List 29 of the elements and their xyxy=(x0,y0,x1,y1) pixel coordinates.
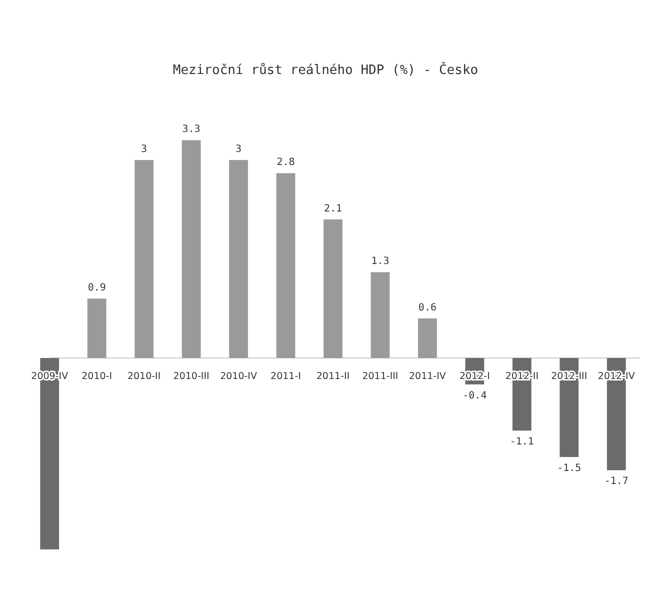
bar xyxy=(87,298,106,358)
x-tick-label: 2010-IV xyxy=(220,371,258,382)
bar xyxy=(229,160,248,358)
data-label: 2.1 xyxy=(324,203,342,214)
data-label: -1.1 xyxy=(510,436,534,448)
bar xyxy=(276,173,296,358)
x-tick-label: 2011-IV xyxy=(409,371,446,382)
data-label: 0.6 xyxy=(418,302,436,314)
data-label: -1.7 xyxy=(604,476,628,488)
data-label: 3 xyxy=(141,144,148,155)
data-label: 3.3 xyxy=(182,124,200,136)
data-label: 2.8 xyxy=(276,157,295,168)
x-tick-label: 2010-III xyxy=(173,371,210,382)
x-tick-label: 2011-I xyxy=(270,371,301,382)
bar xyxy=(324,219,342,358)
data-label: 1.3 xyxy=(371,256,390,268)
bar xyxy=(418,318,437,358)
bar xyxy=(370,272,390,358)
chart-title: Meziroční růst reálného HDP (%) - Česko xyxy=(172,61,478,78)
x-tick-label: 2010-II xyxy=(127,371,161,382)
data-label: 3 xyxy=(236,144,242,155)
bar xyxy=(182,140,201,358)
data-label: 0.9 xyxy=(88,282,106,294)
x-tick-label: 2011-II xyxy=(316,371,350,382)
bar xyxy=(134,160,154,358)
x-tick-label: 2010-I xyxy=(82,371,112,382)
x-tick-label: 2011-III xyxy=(362,371,398,382)
data-label: -1.5 xyxy=(557,463,582,474)
data-label: -0.4 xyxy=(462,390,487,402)
